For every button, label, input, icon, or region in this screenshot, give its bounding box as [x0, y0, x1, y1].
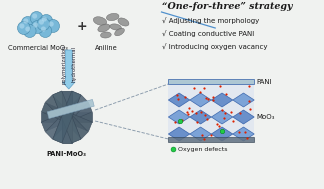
Ellipse shape	[93, 17, 107, 25]
Text: PANI: PANI	[256, 79, 272, 85]
Polygon shape	[190, 110, 211, 124]
Text: “One-for-three” strategy: “One-for-three” strategy	[161, 2, 292, 11]
Polygon shape	[211, 93, 233, 107]
Text: √ Coating conductive PANI: √ Coating conductive PANI	[161, 30, 254, 37]
Ellipse shape	[118, 18, 129, 26]
Polygon shape	[62, 91, 72, 143]
Polygon shape	[47, 99, 94, 119]
Polygon shape	[53, 91, 81, 143]
Ellipse shape	[110, 24, 122, 30]
Polygon shape	[233, 93, 254, 107]
Ellipse shape	[41, 26, 46, 32]
Polygon shape	[233, 127, 254, 141]
Ellipse shape	[47, 19, 60, 33]
Ellipse shape	[19, 23, 25, 29]
Polygon shape	[62, 91, 72, 143]
Polygon shape	[53, 91, 81, 143]
Polygon shape	[41, 103, 92, 131]
Ellipse shape	[25, 26, 30, 32]
Ellipse shape	[115, 28, 124, 36]
Bar	[168, 137, 254, 142]
Polygon shape	[211, 110, 233, 124]
Ellipse shape	[31, 20, 44, 33]
Polygon shape	[190, 93, 211, 107]
Polygon shape	[168, 127, 190, 141]
Polygon shape	[41, 112, 92, 122]
Polygon shape	[53, 91, 81, 143]
Polygon shape	[190, 127, 211, 141]
Text: +: +	[77, 20, 88, 33]
Text: Oxygen defects: Oxygen defects	[178, 146, 227, 152]
Ellipse shape	[33, 22, 38, 28]
Ellipse shape	[98, 24, 110, 32]
Polygon shape	[53, 91, 81, 143]
Ellipse shape	[49, 21, 54, 27]
Text: √ Adjusting the morphology: √ Adjusting the morphology	[161, 17, 259, 24]
Polygon shape	[211, 127, 233, 141]
Ellipse shape	[23, 19, 29, 24]
Ellipse shape	[32, 13, 37, 19]
Ellipse shape	[100, 32, 111, 38]
Ellipse shape	[39, 25, 52, 37]
Ellipse shape	[39, 19, 44, 25]
FancyBboxPatch shape	[168, 81, 254, 141]
Ellipse shape	[30, 12, 43, 25]
Ellipse shape	[21, 16, 34, 29]
Ellipse shape	[42, 16, 47, 22]
Ellipse shape	[37, 18, 50, 30]
Polygon shape	[41, 103, 92, 131]
Polygon shape	[168, 93, 190, 107]
Polygon shape	[45, 95, 88, 139]
Text: polymerization: polymerization	[61, 45, 66, 84]
FancyArrow shape	[63, 50, 75, 89]
Text: PANI-MoO₃: PANI-MoO₃	[47, 151, 87, 157]
Polygon shape	[45, 95, 88, 139]
Bar	[168, 79, 254, 84]
Text: MoO₃: MoO₃	[256, 114, 274, 120]
Text: hydrothermal: hydrothermal	[71, 46, 76, 83]
Text: Aniline: Aniline	[95, 45, 117, 51]
Ellipse shape	[17, 22, 30, 35]
Ellipse shape	[40, 15, 53, 28]
Ellipse shape	[106, 13, 119, 21]
Text: Commercial MoO₃: Commercial MoO₃	[8, 45, 67, 51]
Polygon shape	[233, 110, 254, 124]
Ellipse shape	[23, 25, 36, 37]
Polygon shape	[168, 110, 190, 124]
Text: √ Introducing oxygen vacancy: √ Introducing oxygen vacancy	[161, 43, 267, 50]
